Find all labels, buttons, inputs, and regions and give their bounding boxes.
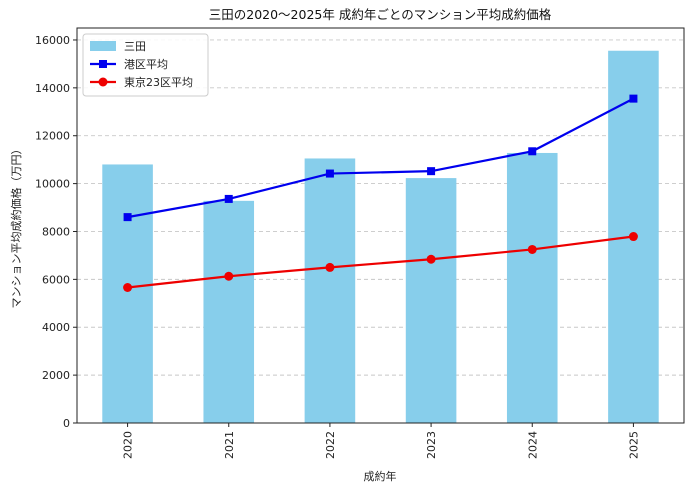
y-tick-label: 12000 bbox=[35, 130, 70, 143]
y-tick-label: 2000 bbox=[42, 369, 70, 382]
y-tick-label: 10000 bbox=[35, 178, 70, 191]
data-point bbox=[325, 262, 335, 272]
x-axis-title: 成約年 bbox=[364, 469, 397, 483]
series-line bbox=[127, 235, 634, 289]
legend-swatch bbox=[90, 41, 116, 51]
x-tick-label: 2021 bbox=[223, 431, 236, 459]
bar bbox=[405, 178, 457, 423]
grid-layer bbox=[77, 39, 684, 424]
x-tick-label: 2025 bbox=[627, 431, 640, 459]
x-tick-label: 2023 bbox=[425, 431, 438, 459]
legend-label: 三田 bbox=[124, 40, 146, 53]
chart-title: 三田の2020〜2025年 成約年ごとのマンション平均成約価格 bbox=[209, 7, 552, 22]
x-tick-label: 2024 bbox=[526, 431, 539, 459]
bar-layer bbox=[102, 50, 659, 424]
y-tick-label: 16000 bbox=[35, 34, 70, 47]
bar bbox=[304, 158, 356, 423]
y-tick-label: 4000 bbox=[42, 321, 70, 334]
legend-marker bbox=[98, 77, 108, 87]
data-point bbox=[629, 94, 638, 103]
y-tick-label: 14000 bbox=[35, 82, 70, 95]
y-axis: 0 2000 4000 6000 8000 10000 12000 14000 16000 bbox=[35, 34, 77, 430]
y-tick-label: 8000 bbox=[42, 225, 70, 238]
legend-label: 港区平均 bbox=[124, 58, 168, 71]
bar bbox=[506, 152, 558, 424]
bar bbox=[102, 164, 153, 424]
data-point bbox=[426, 254, 436, 264]
data-point bbox=[123, 213, 132, 222]
y-axis-title: マンション平均成約価格（万円） bbox=[9, 144, 23, 309]
data-point bbox=[528, 147, 537, 156]
x-axis: 2020 2021 2022 2023 2024 2025 bbox=[122, 423, 640, 459]
data-point bbox=[427, 167, 436, 176]
data-point bbox=[224, 194, 233, 203]
y-tick-label: 6000 bbox=[42, 273, 70, 286]
series-line bbox=[127, 97, 634, 219]
data-point bbox=[527, 244, 537, 254]
legend-label: 東京23区平均 bbox=[124, 75, 193, 89]
data-point bbox=[123, 283, 133, 293]
x-tick-label: 2020 bbox=[122, 431, 135, 459]
x-tick-label: 2022 bbox=[324, 431, 337, 459]
line-layer bbox=[123, 94, 638, 293]
legend-marker bbox=[99, 60, 107, 68]
data-point bbox=[224, 271, 234, 281]
data-point bbox=[325, 169, 334, 178]
y-tick-label: 0 bbox=[63, 417, 70, 430]
data-point bbox=[628, 232, 638, 242]
plot-frame bbox=[76, 27, 685, 424]
bar bbox=[203, 200, 255, 423]
